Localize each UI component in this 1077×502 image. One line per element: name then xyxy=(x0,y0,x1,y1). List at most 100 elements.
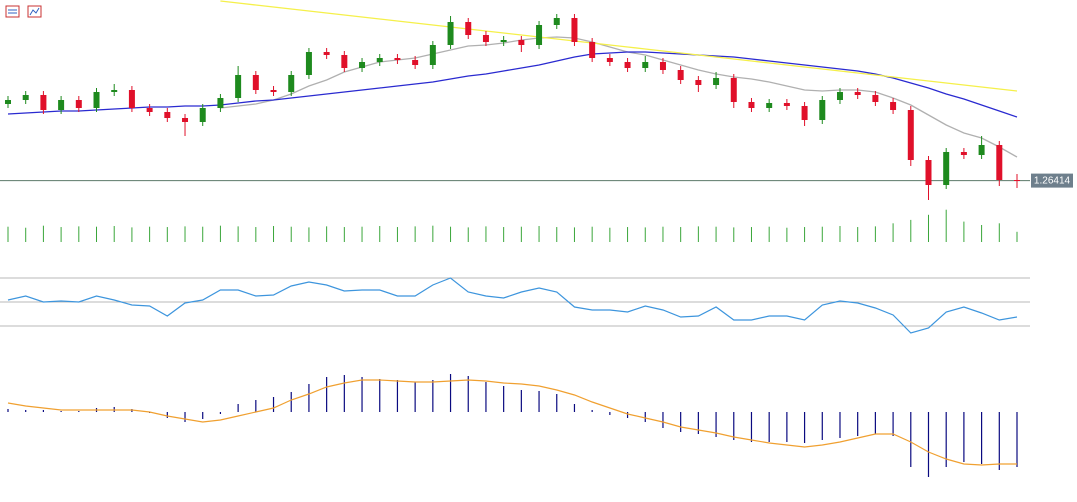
volume-bar xyxy=(273,226,275,242)
candle-body xyxy=(58,100,65,110)
candle-body xyxy=(323,52,330,55)
volume-bar xyxy=(149,226,151,242)
volume-bar xyxy=(308,227,310,242)
volume-bar xyxy=(556,227,558,242)
volume-bar xyxy=(627,227,629,242)
candle-body xyxy=(128,90,135,108)
candle-body xyxy=(288,75,295,92)
signal-line xyxy=(7,379,1017,466)
volume-bar xyxy=(396,227,398,242)
volume-bar xyxy=(644,227,646,242)
candle-body xyxy=(624,62,631,68)
volume-bar xyxy=(945,209,947,242)
candle-body xyxy=(500,40,507,42)
volume-bar xyxy=(733,227,735,242)
candle-body xyxy=(996,145,1003,180)
volume-bar xyxy=(910,219,912,242)
volume-bar xyxy=(874,226,876,242)
volume-bar xyxy=(414,226,416,242)
candle-body xyxy=(960,152,967,155)
candle-body xyxy=(518,40,525,45)
candle-body xyxy=(659,62,666,70)
volume-bar xyxy=(131,227,133,242)
candle-body xyxy=(1014,180,1020,181)
volume-bar xyxy=(60,227,62,242)
volume-bar xyxy=(520,226,522,242)
volume-bar xyxy=(821,226,823,242)
volume-bar xyxy=(697,226,699,242)
candle-body xyxy=(40,95,47,110)
volume-bar xyxy=(503,227,505,242)
candle-body xyxy=(766,103,773,108)
candle-body xyxy=(748,102,755,108)
candle-body xyxy=(252,75,259,90)
price-label-box xyxy=(1031,173,1073,188)
volume-bar xyxy=(361,226,363,242)
volume-bar xyxy=(857,227,859,242)
candle-body xyxy=(359,62,366,68)
candle-body xyxy=(536,25,543,45)
candle-body xyxy=(836,92,843,100)
candle-body xyxy=(713,78,720,85)
volume-bar xyxy=(609,227,611,242)
volume-bar xyxy=(981,225,983,242)
volume-bar xyxy=(1016,231,1018,242)
volume-bar xyxy=(538,226,540,242)
candle-body xyxy=(978,145,985,155)
candle-body xyxy=(482,35,489,42)
volume-bar xyxy=(927,214,929,242)
candle-body xyxy=(854,92,861,95)
volume-bar xyxy=(467,227,469,242)
volume-bar xyxy=(998,223,1000,242)
volume-bar xyxy=(219,225,221,242)
candle-body xyxy=(819,100,826,120)
candle-body xyxy=(111,90,118,92)
rsi-line xyxy=(7,277,1018,334)
candle-body xyxy=(164,112,171,118)
candle-body xyxy=(22,95,29,100)
candle-body xyxy=(235,75,242,98)
icon-line xyxy=(29,7,40,16)
candle-body xyxy=(907,110,914,160)
candle-body xyxy=(801,106,808,120)
candle-body xyxy=(642,62,649,68)
volume-bar xyxy=(485,226,487,242)
volume-bar xyxy=(78,226,80,242)
volume-bar xyxy=(892,223,894,242)
candle-body xyxy=(783,103,790,106)
moving-average xyxy=(220,36,1018,158)
candle-body xyxy=(730,78,737,102)
candle-body xyxy=(677,70,684,80)
candle-body xyxy=(571,18,578,42)
volume-bar xyxy=(750,227,752,242)
candle-body xyxy=(695,80,702,85)
candle-body xyxy=(75,100,82,108)
volume-bar xyxy=(184,226,186,242)
volume-bar xyxy=(343,227,345,242)
volume-bar xyxy=(839,226,841,242)
volume-bar xyxy=(786,227,788,242)
icon[interactable] xyxy=(5,5,20,18)
volume-bar xyxy=(7,226,9,242)
candle-body xyxy=(270,90,277,92)
candle-body xyxy=(199,108,206,122)
volume-bar xyxy=(166,227,168,242)
volume-bar xyxy=(255,227,257,242)
candle-body xyxy=(182,118,189,122)
candle-body xyxy=(890,102,897,110)
candle-body xyxy=(447,22,454,45)
volume-bar xyxy=(680,227,682,242)
volume-bar xyxy=(290,226,292,242)
volume-bar xyxy=(804,227,806,242)
volume-bar xyxy=(25,227,27,242)
toolbar-icons xyxy=(5,5,42,18)
volume-bar xyxy=(237,226,239,242)
price-label: 1.26414 xyxy=(1034,176,1071,187)
candle-body xyxy=(146,108,153,112)
candle-body xyxy=(606,58,613,62)
candle-body xyxy=(872,95,879,102)
candle-body xyxy=(93,92,100,108)
volume-bar xyxy=(715,226,717,242)
volume-bar xyxy=(591,226,593,242)
